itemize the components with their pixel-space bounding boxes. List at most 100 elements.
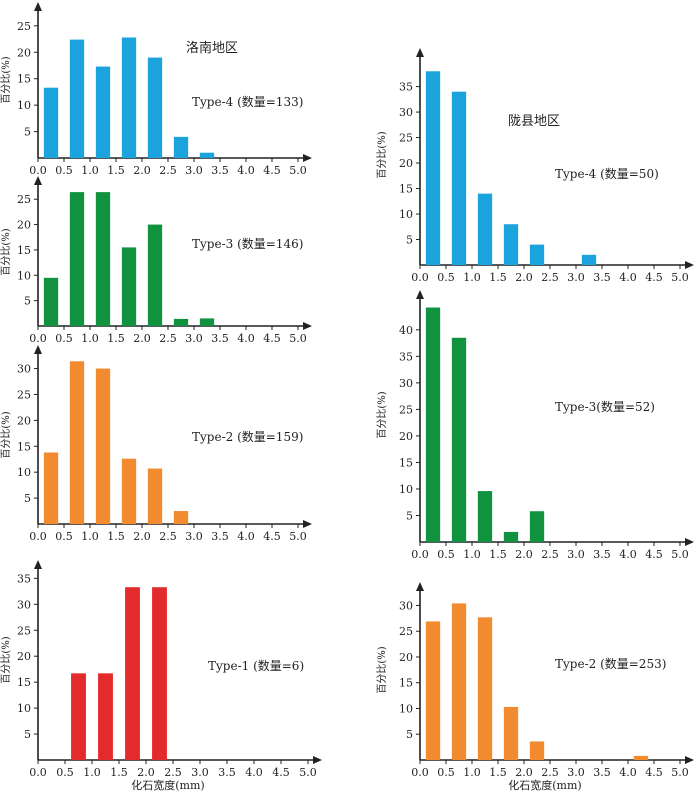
bar: [451, 337, 467, 542]
x-tick-label: 3.5: [211, 164, 229, 177]
y-tick-label: 10: [399, 702, 413, 715]
bar: [147, 224, 163, 326]
y-tick-label: 10: [17, 702, 31, 715]
series-annotation: Type-4 (数量=133): [192, 94, 303, 109]
x-tick-label: 3.5: [593, 766, 611, 779]
bar: [425, 621, 441, 760]
y-tick-label: 5: [406, 234, 413, 247]
x-axis-arrow: [303, 520, 312, 528]
x-tick-label: 2.0: [133, 332, 151, 345]
bar: [121, 37, 137, 158]
x-tick-label: 5.0: [289, 164, 307, 177]
x-tick-label: 0.5: [437, 548, 455, 561]
y-axis-arrow: [416, 48, 424, 57]
series-annotation: Type-1 (数量=6): [208, 658, 304, 673]
x-axis-arrow: [685, 756, 694, 764]
y-axis-arrow: [34, 560, 42, 569]
y-tick-label: 5: [24, 126, 31, 139]
x-tick-label: 1.0: [463, 766, 481, 779]
y-tick-label: 20: [399, 651, 413, 664]
series-annotation: Type-3 (数量=146): [192, 236, 303, 251]
y-axis-label: 百分比(%): [376, 131, 388, 178]
y-axis-label: 百分比(%): [376, 646, 388, 693]
x-tick-label: 0.0: [29, 332, 47, 345]
x-tick-label: 1.0: [81, 164, 99, 177]
bar: [425, 71, 441, 265]
x-tick-label: 0.5: [55, 164, 73, 177]
y-tick-label: 20: [399, 157, 413, 170]
bar: [43, 452, 59, 524]
bar: [147, 57, 163, 159]
y-tick-label: 25: [399, 403, 413, 416]
bar: [451, 91, 467, 266]
chart-panel-luonan-type4: 0.0 0.5 1.0 1.5 2.0 2.5 3.0 3.5 4.0 4.5 5.0 5 10 15 20…: [0, 2, 312, 177]
x-axis-arrow: [303, 322, 312, 330]
x-axis-arrow: [313, 756, 322, 764]
bar: [121, 458, 137, 524]
y-tick-label: 35: [399, 350, 413, 363]
bar: [95, 66, 111, 158]
x-tick-label: 4.0: [237, 530, 255, 543]
bar: [147, 468, 163, 524]
y-tick-label: 20: [399, 430, 413, 443]
y-tick-label: 40: [399, 324, 413, 337]
region-label-luonan: 洛南地区: [186, 40, 238, 56]
y-tick-label: 15: [399, 183, 413, 196]
x-tick-label: 4.0: [619, 766, 637, 779]
x-tick-label: 1.5: [489, 548, 507, 561]
x-tick-label: 1.0: [81, 530, 99, 543]
x-tick-label: 4.5: [645, 766, 663, 779]
x-tick-label: 0.0: [411, 766, 429, 779]
chart-panel-longxian-type2: 0.0 0.5 1.0 1.5 2.0 2.5 3.0 3.5 4.0 4.5 5.0 5 10 15 20…: [376, 582, 694, 792]
y-tick-label: 10: [17, 99, 31, 112]
series-annotation: Type-2 (数量=159): [192, 429, 303, 444]
x-tick-label: 1.5: [107, 164, 125, 177]
x-tick-label: 0.0: [411, 548, 429, 561]
x-tick-label: 2.5: [541, 548, 559, 561]
x-tick-label: 2.0: [515, 548, 533, 561]
bar: [425, 307, 441, 542]
bar: [477, 491, 493, 542]
x-tick-label: 4.0: [237, 332, 255, 345]
x-axis-label: 化石宽度(mm): [508, 778, 581, 792]
x-tick-label: 0.0: [29, 164, 47, 177]
y-tick-label: 25: [17, 624, 31, 637]
x-axis-arrow: [685, 261, 694, 269]
y-tick-label: 20: [17, 219, 31, 232]
x-tick-label: 3.0: [567, 271, 585, 284]
bar: [121, 247, 137, 326]
x-tick-label: 5.0: [671, 271, 689, 284]
x-axis-arrow: [685, 538, 694, 546]
x-tick-label: 2.0: [133, 530, 151, 543]
y-tick-label: 30: [399, 599, 413, 612]
y-tick-label: 25: [17, 20, 31, 33]
y-tick-label: 35: [399, 81, 413, 94]
y-tick-label: 5: [406, 509, 413, 522]
y-tick-label: 10: [17, 269, 31, 282]
y-axis-label: 百分比(%): [0, 56, 12, 103]
x-tick-label: 2.5: [541, 271, 559, 284]
y-tick-label: 10: [17, 466, 31, 479]
bar: [477, 193, 493, 265]
bar: [95, 368, 111, 524]
x-axis-label: 化石宽度(mm): [131, 778, 204, 792]
region-label-longxian: 陇县地区: [508, 114, 560, 129]
x-tick-label: 0.0: [29, 766, 47, 779]
chart-panel-luonan-type1: 0.0 0.5 1.0 1.5 2.0 2.5 3.0 3.5 4.0 4.5 5.0 5 10 15 20…: [0, 560, 322, 792]
bar: [43, 87, 59, 158]
y-tick-label: 25: [399, 132, 413, 145]
bar: [477, 617, 493, 760]
bar: [69, 39, 85, 158]
x-tick-label: 5.0: [299, 766, 317, 779]
x-tick-label: 5.0: [671, 766, 689, 779]
x-tick-label: 2.5: [159, 530, 177, 543]
y-tick-label: 30: [399, 377, 413, 390]
x-tick-label: 3.0: [185, 332, 203, 345]
bar: [503, 706, 519, 760]
x-tick-label: 3.0: [191, 766, 209, 779]
x-tick-label: 2.5: [159, 164, 177, 177]
y-tick-label: 35: [17, 572, 31, 585]
y-tick-label: 15: [17, 244, 31, 257]
x-tick-label: 1.5: [110, 766, 128, 779]
x-tick-label: 5.0: [671, 548, 689, 561]
